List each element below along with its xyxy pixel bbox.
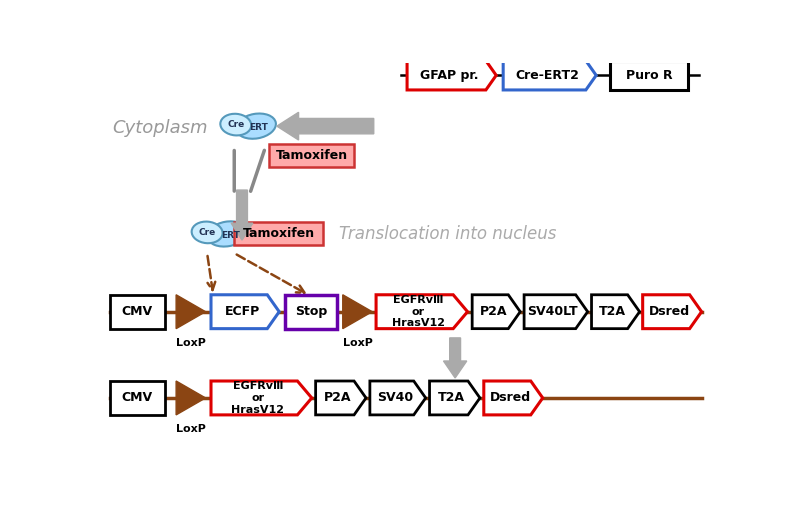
Text: P2A: P2A <box>324 392 352 404</box>
Text: Tamoxifen: Tamoxifen <box>243 227 315 240</box>
Text: T2A: T2A <box>599 305 626 318</box>
Bar <box>110 295 164 329</box>
Bar <box>234 222 323 245</box>
Text: P2A: P2A <box>480 305 507 318</box>
Polygon shape <box>429 381 480 415</box>
Ellipse shape <box>208 222 247 247</box>
Polygon shape <box>484 381 543 415</box>
FancyArrow shape <box>231 190 252 240</box>
Text: ECFP: ECFP <box>225 305 260 318</box>
Polygon shape <box>370 381 426 415</box>
Text: Dsred: Dsred <box>490 392 531 404</box>
Text: Cre-ERT2: Cre-ERT2 <box>515 69 579 82</box>
Text: LoxP: LoxP <box>342 338 372 348</box>
Ellipse shape <box>236 113 276 139</box>
Text: T2A: T2A <box>438 392 466 404</box>
Polygon shape <box>503 61 596 90</box>
Polygon shape <box>342 295 372 329</box>
Polygon shape <box>592 295 640 329</box>
Text: SV40LT: SV40LT <box>528 305 578 318</box>
Polygon shape <box>176 295 206 329</box>
Text: CMV: CMV <box>122 392 153 404</box>
Text: Cre: Cre <box>199 228 215 237</box>
Polygon shape <box>376 295 468 329</box>
Polygon shape <box>407 61 496 90</box>
Text: Cytoplasm: Cytoplasm <box>113 120 208 138</box>
FancyArrow shape <box>443 338 467 378</box>
Polygon shape <box>472 295 520 329</box>
Text: LoxP: LoxP <box>176 338 206 348</box>
Polygon shape <box>176 381 206 415</box>
Text: Stop: Stop <box>295 305 327 318</box>
Text: EGFRvⅢ
or
HrasV12: EGFRvⅢ or HrasV12 <box>231 381 284 415</box>
Text: CMV: CMV <box>122 305 153 318</box>
Text: ERT: ERT <box>249 123 268 132</box>
Text: SV40: SV40 <box>376 392 413 404</box>
Text: Tamoxifen: Tamoxifen <box>275 149 348 162</box>
Polygon shape <box>211 381 312 415</box>
Text: Puro R: Puro R <box>626 69 672 82</box>
Text: GFAP pr.: GFAP pr. <box>420 69 478 82</box>
Ellipse shape <box>220 114 251 135</box>
Bar <box>285 295 338 329</box>
Bar <box>269 144 354 167</box>
Text: Translocation into nucleus: Translocation into nucleus <box>338 225 556 243</box>
Polygon shape <box>316 381 366 415</box>
Polygon shape <box>211 295 279 329</box>
Bar <box>110 381 164 415</box>
Text: ERT: ERT <box>221 231 240 240</box>
Polygon shape <box>524 295 588 329</box>
Bar <box>610 61 688 90</box>
Polygon shape <box>643 295 701 329</box>
Ellipse shape <box>192 222 222 243</box>
Text: Dsred: Dsred <box>649 305 690 318</box>
Text: EGFRvⅢ
or
HrasV12: EGFRvⅢ or HrasV12 <box>391 295 445 328</box>
Text: LoxP: LoxP <box>176 424 206 434</box>
Text: Cre: Cre <box>227 120 245 129</box>
FancyArrow shape <box>277 112 374 140</box>
